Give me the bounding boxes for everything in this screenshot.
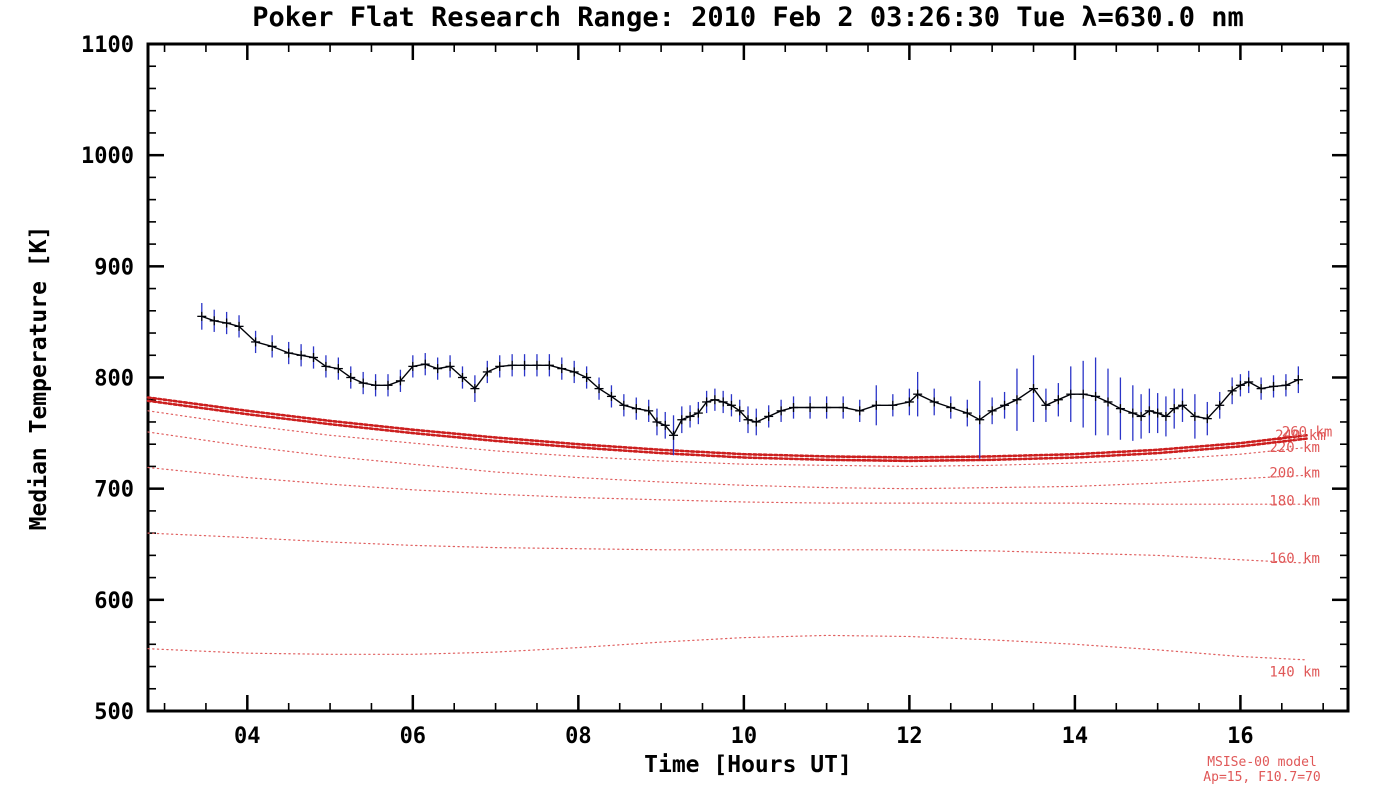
y-tick-label: 1100: [81, 33, 134, 58]
model-curve: [147, 431, 1308, 490]
y-tick-label: 600: [94, 589, 134, 614]
model-note-line2: Ap=15, F10.7=70: [1203, 770, 1320, 785]
model-curve-label: 140 km: [1269, 665, 1320, 681]
model-curve-label: 200 km: [1269, 466, 1320, 482]
model-curve: [147, 466, 1308, 505]
x-tick-label: 06: [400, 724, 427, 749]
model-curve: [147, 410, 1308, 468]
data-series-layer: [197, 303, 1303, 459]
y-tick-label: 700: [94, 478, 134, 503]
y-tick-label: 1000: [81, 144, 134, 169]
x-tick-label: 16: [1227, 724, 1254, 749]
x-tick-label: 12: [896, 724, 923, 749]
x-tick-label: 10: [731, 724, 758, 749]
plot-frame: [146, 42, 1350, 713]
model-curve: [147, 532, 1308, 564]
model-curve: [146, 399, 1308, 463]
chart-title: Poker Flat Research Range: 2010 Feb 2 03…: [252, 2, 1244, 33]
axes-layer: 04 06 08 10 12 14 16 500 600 700 800 900 1000 1100: [81, 33, 1350, 749]
y-axis-label: Median Temperature [K]: [26, 226, 52, 531]
model-curve: [146, 396, 1308, 459]
model-note-line1: MSISe-00 model: [1207, 755, 1317, 770]
model-curve: [147, 634, 1308, 661]
model-curve-label: 180 km: [1269, 493, 1320, 509]
model-curve-label: 220 km: [1269, 440, 1320, 456]
y-tick-label: 800: [94, 367, 134, 392]
x-tick-label: 14: [1062, 724, 1089, 749]
y-tick-label: 500: [94, 700, 134, 725]
y-tick-label: 900: [94, 255, 134, 280]
median-temperature-line: [201, 315, 1299, 437]
x-axis-label: Time [Hours UT]: [644, 752, 852, 778]
model-curve-label: 160 km: [1269, 551, 1320, 567]
x-tick-label: 08: [565, 724, 592, 749]
model-curve-label: 260 km: [1282, 424, 1333, 440]
x-tick-label: 04: [234, 724, 261, 749]
